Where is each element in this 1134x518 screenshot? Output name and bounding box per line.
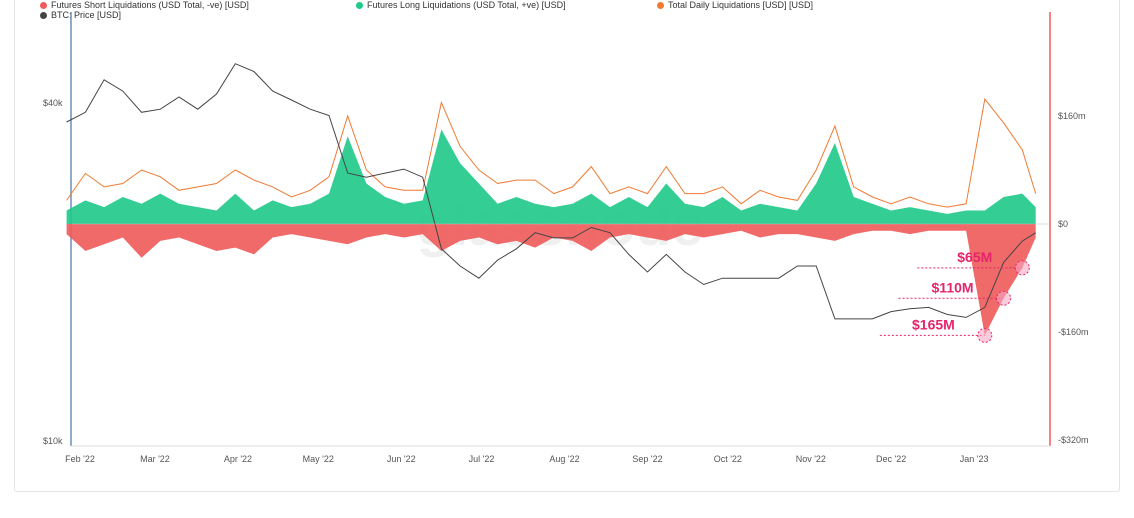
legend-dot-icon [40, 1, 47, 9]
x-tick-label: Sep '22 [632, 454, 662, 464]
right-tick-label: -$320m [1058, 435, 1089, 445]
legend-dot-icon [657, 1, 664, 9]
short-liquidations-area [66, 224, 1036, 336]
x-tick-label: Feb '22 [65, 454, 95, 464]
annotation-label: $165M [912, 316, 955, 332]
legend-price[interactable]: BTC: Price [USD] [40, 10, 121, 20]
legend-total[interactable]: Total Daily Liquidations [USD] [USD] [657, 0, 813, 10]
x-tick-label: Apr '22 [224, 454, 252, 464]
right-tick-label: $0 [1058, 219, 1068, 229]
x-tick-label: Nov '22 [796, 454, 826, 464]
annotation-circle [996, 290, 1012, 306]
total-liquidations-line [66, 97, 1037, 208]
left-tick-label: $40k [43, 98, 63, 108]
right-tick-label: $160m [1058, 111, 1086, 121]
x-tick-label: May '22 [303, 454, 334, 464]
legend-short[interactable]: Futures Short Liquidations (USD Total, -… [40, 0, 249, 10]
long-liquidations-area [66, 129, 1036, 224]
left-tick-label: $10k [43, 436, 63, 446]
annotation-circle [977, 327, 993, 343]
annotation-label: $65M [957, 249, 992, 265]
legend-dot-icon [40, 11, 47, 19]
x-tick-label: Jul '22 [469, 454, 495, 464]
annotation-label: $110M [932, 279, 974, 295]
x-tick-label: Aug '22 [549, 454, 579, 464]
x-tick-label: Mar '22 [140, 454, 170, 464]
chart-card [14, 0, 1120, 492]
btc-price-line [66, 63, 1036, 320]
x-tick-label: Oct '22 [714, 454, 742, 464]
right-tick-label: -$160m [1058, 327, 1089, 337]
x-tick-label: Jan '23 [960, 454, 989, 464]
x-tick-label: Dec '22 [876, 454, 906, 464]
x-tick-label: Jun '22 [387, 454, 416, 464]
legend-dot-icon [356, 1, 363, 9]
annotation-circle [1014, 260, 1030, 276]
legend-long[interactable]: Futures Long Liquidations (USD Total, +v… [356, 0, 566, 10]
